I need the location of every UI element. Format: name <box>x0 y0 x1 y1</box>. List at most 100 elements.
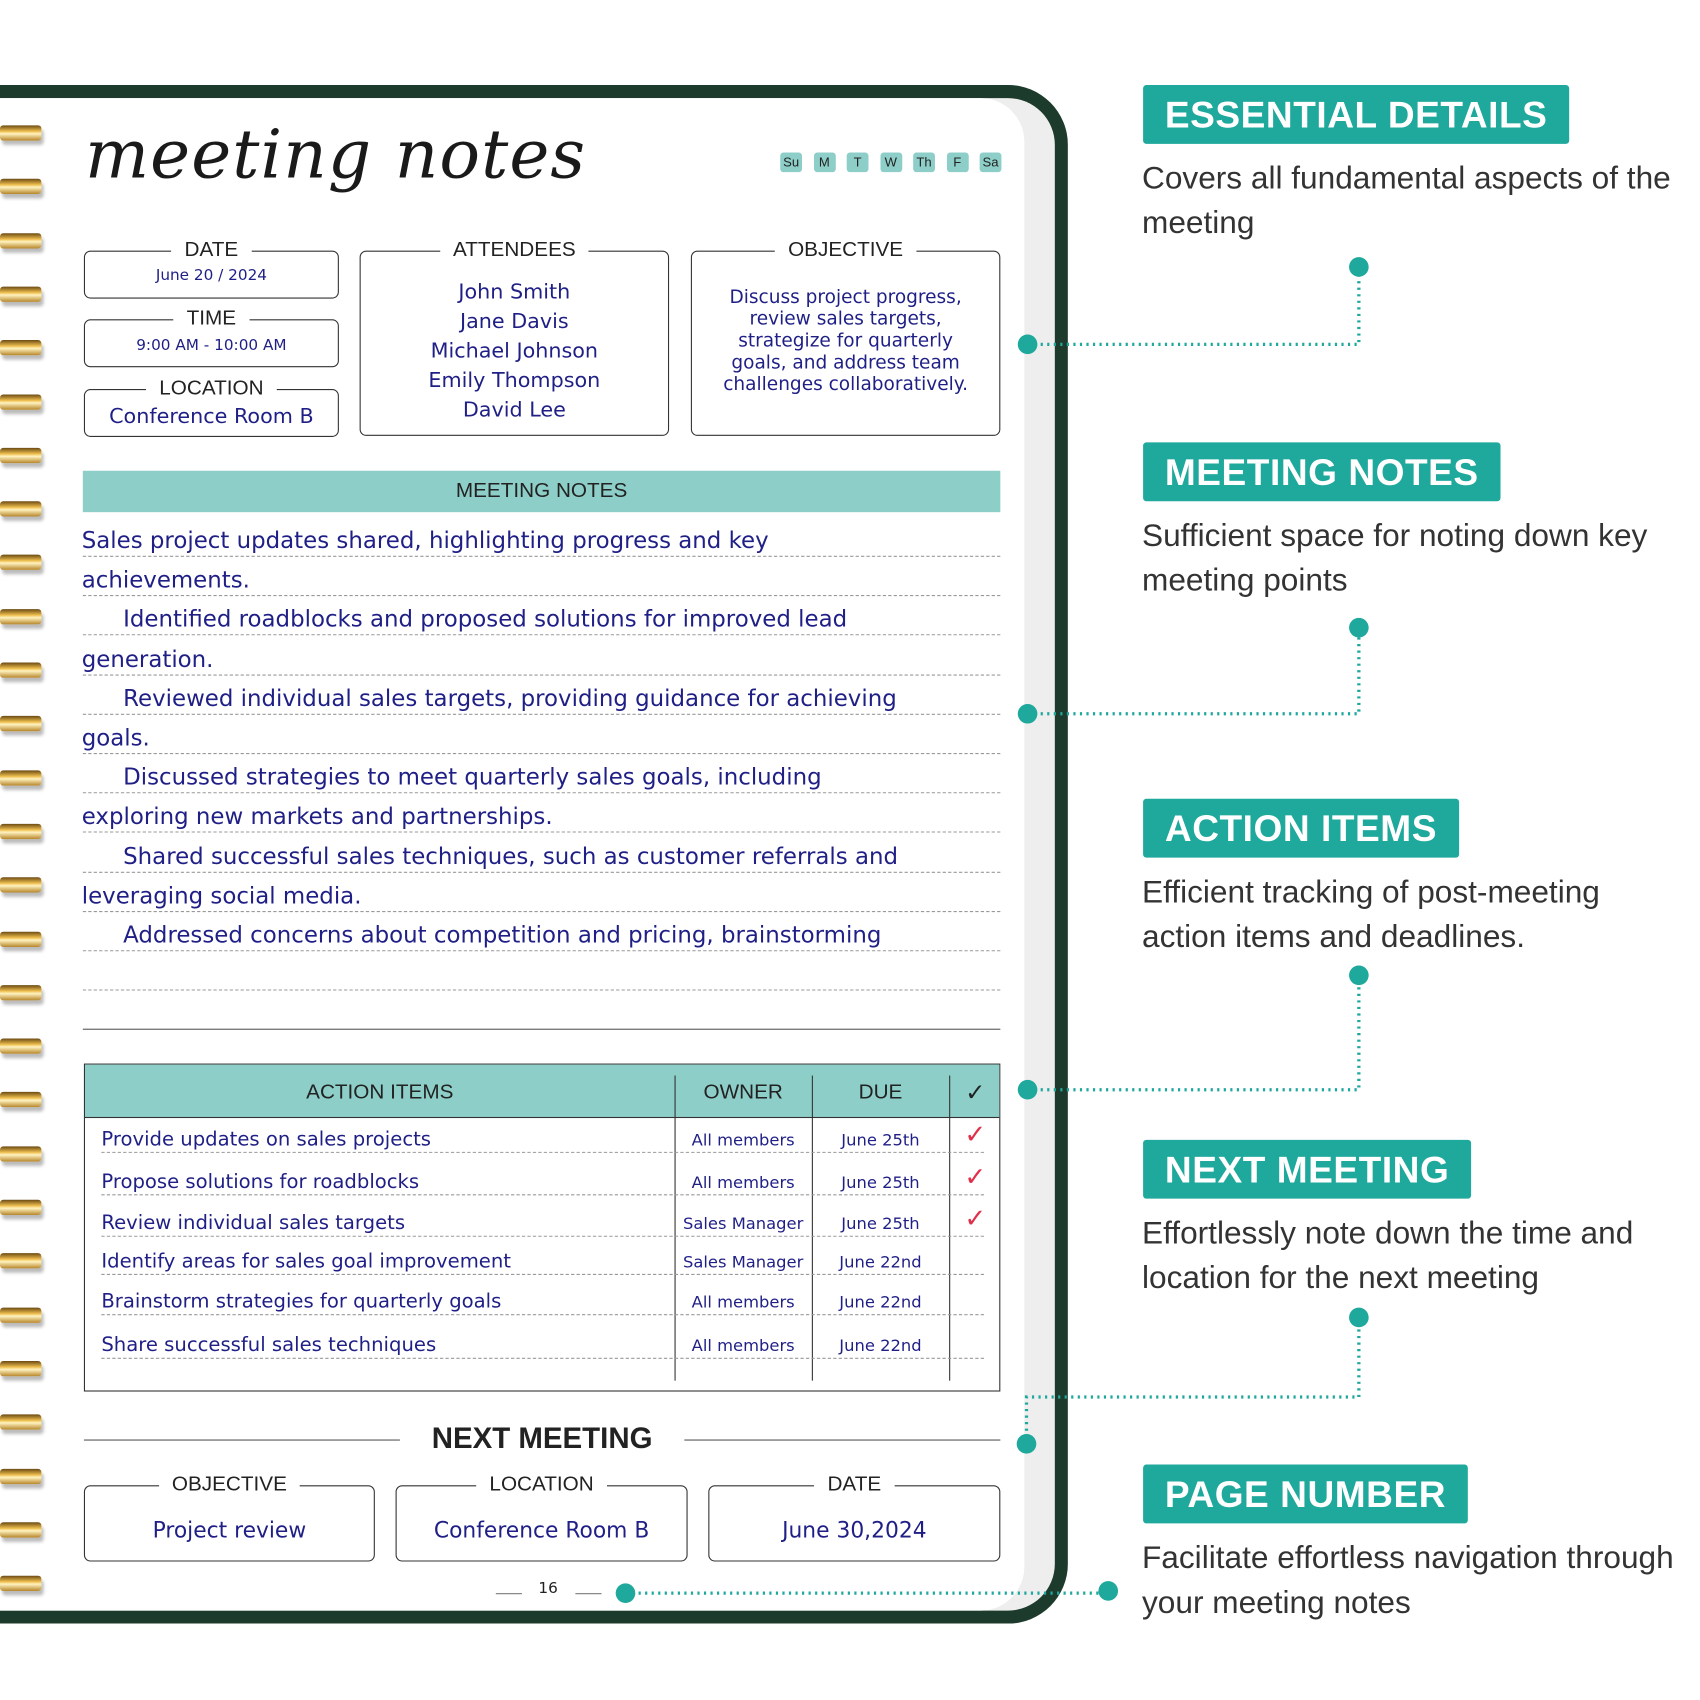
page-number: 16 <box>538 1580 558 1598</box>
next-location-field[interactable]: LOCATION Conference Room B <box>395 1473 688 1562</box>
divider <box>495 1593 522 1595</box>
location-field[interactable]: LOCATION Conference Room B <box>83 377 339 437</box>
day-t[interactable]: T <box>846 152 869 173</box>
divider <box>684 1439 1001 1441</box>
action-item-owner: All members <box>691 1292 795 1312</box>
day-m[interactable]: M <box>813 152 836 173</box>
day-su[interactable]: Su <box>780 152 803 173</box>
table-row <box>101 1235 984 1237</box>
note-line <box>82 555 1001 557</box>
connector-line <box>1027 975 1361 1092</box>
action-item-owner: Sales Manager <box>682 1213 804 1234</box>
day-th[interactable]: Th <box>913 152 935 173</box>
spiral-ring <box>0 179 42 195</box>
action-item-owner: All members <box>691 1172 795 1193</box>
connector-dot <box>1017 334 1038 355</box>
note-text: goals. <box>81 724 150 751</box>
note-line <box>82 674 1001 676</box>
note-line <box>82 910 1001 912</box>
note-text: leveraging social media. <box>81 882 362 909</box>
next-date-field[interactable]: DATE June 30,2024 <box>708 1473 1001 1562</box>
spiral-ring <box>0 1146 42 1162</box>
header-action-items: ACTION ITEMS <box>306 1080 454 1104</box>
feature-description: Effortlessly note down the time and loca… <box>1142 1216 1634 1296</box>
attendee-name: Emily Thompson <box>428 368 601 393</box>
spiral-ring <box>0 608 42 625</box>
connector-dot <box>615 1583 636 1603</box>
next-objective-label: OBJECTIVE <box>158 1473 300 1497</box>
header-owner: OWNER <box>703 1080 783 1104</box>
date-field[interactable]: DATE June 20 / 2024 <box>83 238 339 299</box>
date-value: June 20 / 2024 <box>155 266 267 285</box>
divider <box>82 1028 1001 1030</box>
action-item-text: Brainstorm strategies for quarterly goal… <box>101 1290 502 1314</box>
table-row <box>101 1314 984 1316</box>
objective-field[interactable]: OBJECTIVE Discuss project progress, revie… <box>690 238 1001 436</box>
action-item-due: June 22nd <box>839 1335 922 1356</box>
spiral-ring <box>0 1522 42 1538</box>
next-objective-value: Project review <box>152 1516 307 1544</box>
note-text: Addressed concerns about competition and… <box>123 921 882 949</box>
day-w[interactable]: W <box>879 152 902 173</box>
action-item-text: Provide updates on sales projects <box>101 1127 432 1151</box>
header-done: ✓ <box>965 1078 986 1107</box>
next-meeting-heading: NEXT MEETING <box>431 1422 653 1455</box>
feature-badge: ESSENTIAL DETAILS <box>1143 84 1570 144</box>
objective-line: goals, and address team <box>731 351 960 374</box>
spiral-ring <box>0 1468 42 1484</box>
day-sa[interactable]: Sa <box>979 152 1002 173</box>
attendee-name: David Lee <box>462 397 566 422</box>
table-row <box>101 1151 984 1153</box>
attendees-field[interactable]: ATTENDEES John Smith Jane Davis Michael Jo… <box>359 238 670 436</box>
connector-dot <box>1349 617 1369 638</box>
spiral-ring <box>0 931 42 947</box>
spiral-ring <box>0 877 42 893</box>
day-f[interactable]: F <box>946 152 969 173</box>
next-objective-field[interactable]: OBJECTIVE Project review <box>83 1473 375 1562</box>
note-text: Identified roadblocks and proposed solut… <box>123 606 848 633</box>
spiral-ring <box>0 232 42 249</box>
time-field[interactable]: TIME 9:00 AM - 10:00 AM <box>83 307 339 368</box>
note-text: Discussed strategies to meet quarterly s… <box>123 764 822 791</box>
connector-dot <box>1016 1434 1037 1454</box>
action-items-table: ACTION ITEMS OWNER DUE ✓ Provide updates… <box>83 1063 1001 1392</box>
action-item-owner: All members <box>691 1335 795 1356</box>
next-location-label: LOCATION <box>476 1473 607 1497</box>
action-item-due: June 22nd <box>839 1252 922 1272</box>
time-label: TIME <box>173 307 250 331</box>
connector-dot <box>1017 703 1038 724</box>
divider <box>575 1593 602 1595</box>
action-item-due: June 22nd <box>839 1292 922 1312</box>
action-item-due: June 25th <box>841 1213 920 1234</box>
spiral-ring <box>0 1038 42 1054</box>
spiral-ring <box>0 1199 42 1216</box>
spiral-ring <box>0 1253 42 1269</box>
date-label: DATE <box>171 238 252 262</box>
header-due: DUE <box>858 1080 903 1104</box>
connector-line <box>1027 266 1361 346</box>
action-item-checkbox[interactable]: ✓ <box>964 1204 987 1234</box>
attendee-name: Michael Johnson <box>430 338 599 363</box>
note-line <box>82 752 1001 755</box>
objective-line: review sales targets, <box>749 308 942 331</box>
feature-badge: MEETING NOTES <box>1143 442 1501 502</box>
spiral-ring <box>0 340 42 356</box>
attendee-name: John Smith <box>458 280 571 305</box>
note-text: exploring new markets and partnerships. <box>81 803 553 830</box>
spiral-ring <box>0 716 42 732</box>
note-text: Sales project updates shared, highlighti… <box>81 527 769 554</box>
table-row <box>101 1357 984 1359</box>
action-item-checkbox[interactable]: ✓ <box>964 1120 987 1150</box>
divider <box>83 1439 400 1441</box>
spiral-ring <box>0 501 42 517</box>
spiral-ring <box>0 662 42 678</box>
location-value: Conference Room B <box>109 404 314 429</box>
spiral-ring <box>0 286 42 302</box>
note-line <box>82 595 1001 597</box>
note-line <box>82 950 1001 952</box>
note-line <box>82 713 1001 715</box>
action-item-checkbox[interactable]: ✓ <box>964 1162 987 1193</box>
connector-dot <box>1349 1307 1369 1328</box>
objective-label: OBJECTIVE <box>774 238 917 262</box>
table-header <box>84 1064 1000 1119</box>
